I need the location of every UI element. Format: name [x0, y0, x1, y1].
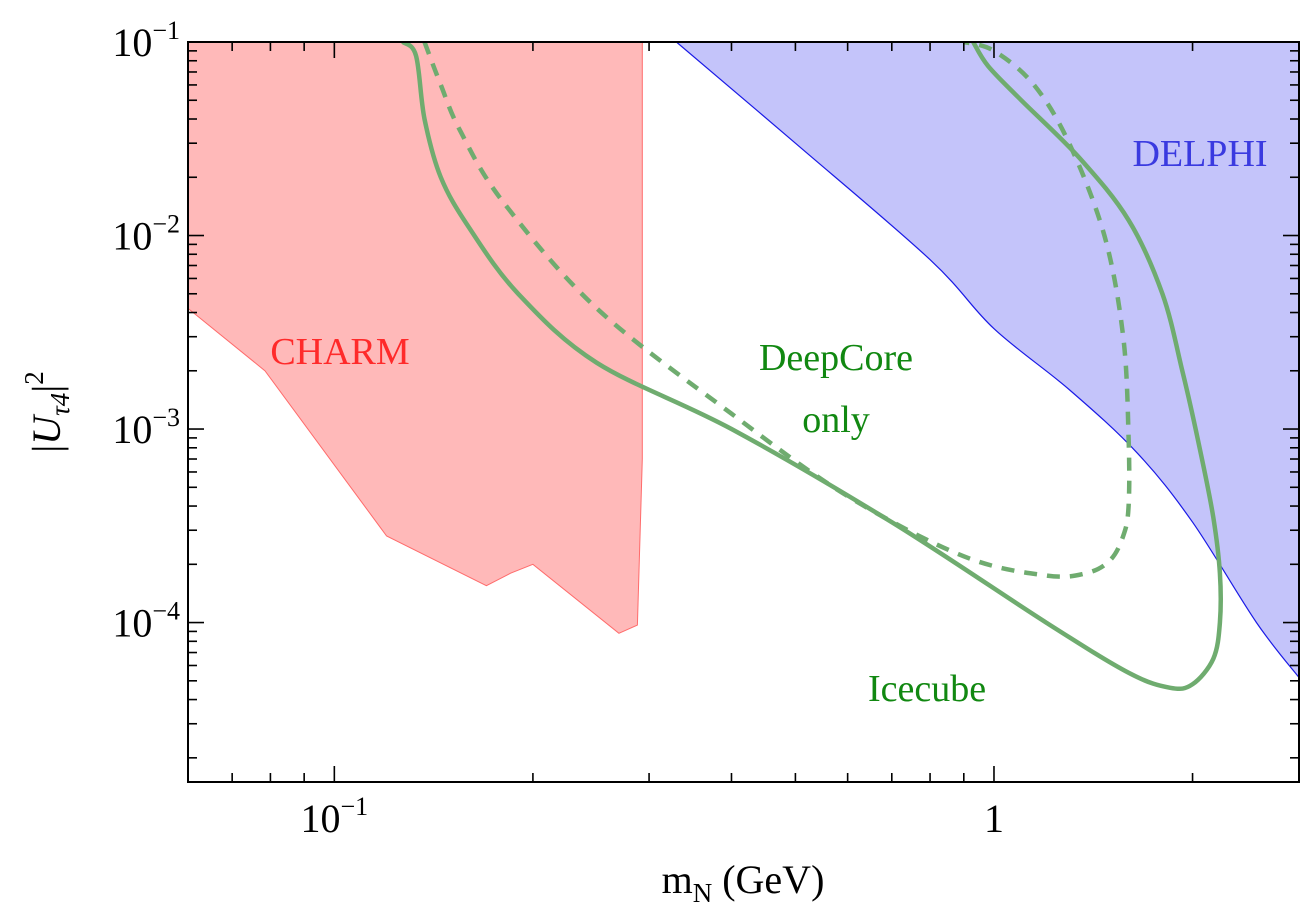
label-charm: CHARM — [270, 331, 409, 373]
sensitivity-curves — [401, 42, 1223, 692]
y-tick-label: 10−1 — [112, 16, 180, 65]
label-delphi: DELPHI — [1132, 133, 1267, 175]
y-tick-label: 10−2 — [112, 210, 180, 259]
y-axis-title: |Uτ4|2 — [19, 371, 75, 453]
delphi-region — [676, 42, 1299, 678]
x-tick-label: 10−1 — [301, 792, 369, 841]
axis-ticks — [187, 41, 1299, 782]
excluded-regions — [188, 42, 1299, 678]
label-deepcore-only: only — [802, 399, 870, 441]
label-deepcore: DeepCore — [759, 337, 913, 379]
delphi-boundary — [676, 42, 1299, 678]
plot-frame — [187, 41, 1300, 783]
y-tick-label: 10−4 — [112, 597, 180, 646]
tick-labels: 10−1 1 10−1 10−2 10−3 10−4 — [112, 16, 1004, 841]
x-axis-title: mN (GeV) — [662, 857, 825, 908]
charm-region — [188, 42, 643, 634]
deepcore-curve — [422, 42, 1132, 579]
icecube-curve — [401, 42, 1223, 692]
plot-area — [188, 42, 1299, 692]
x-tick-label: 1 — [984, 796, 1004, 841]
y-tick-label: 10−3 — [112, 403, 180, 452]
label-icecube: Icecube — [868, 668, 986, 710]
